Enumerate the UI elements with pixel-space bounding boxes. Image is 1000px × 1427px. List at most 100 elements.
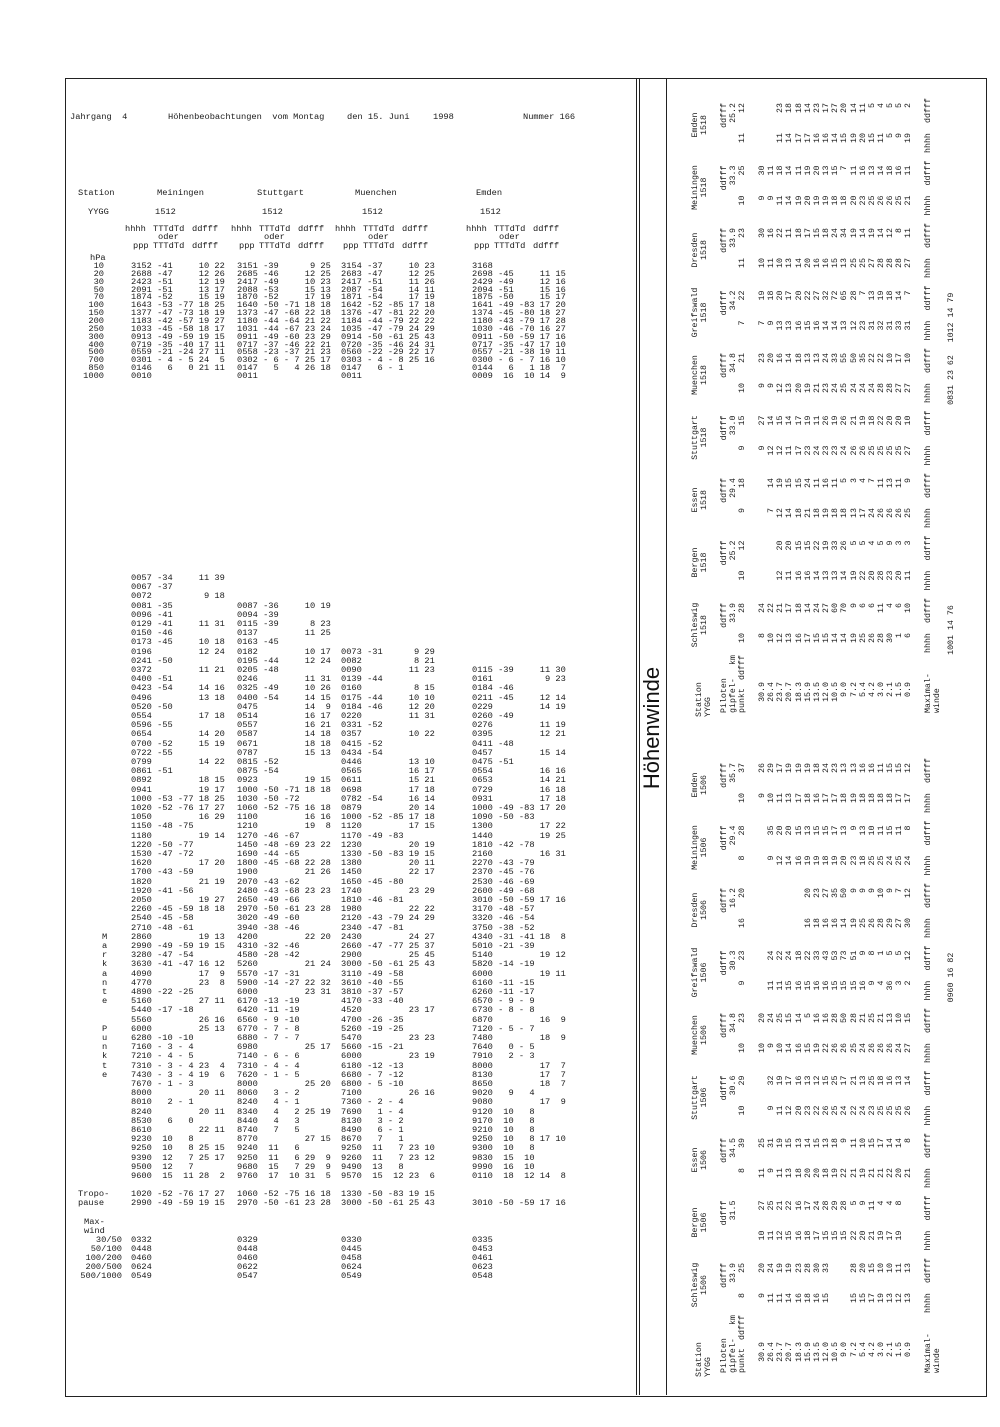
pressure-level: 70 [93,292,104,303]
significant-point: 6880 - 7 - 7 [237,1033,300,1043]
significant-point: 1180 19 14 [131,830,225,841]
significant-point: 8060 3 - 2 [237,1088,300,1099]
significant-point: 0787 15 13 [237,747,331,758]
significant-point: 2480 -43 -68 23 23 [237,885,331,896]
maxwind-value: 0335 [472,1235,493,1245]
wind-hhhh: 27 [904,258,914,268]
significant-point: 1220 -50 -77 [131,839,194,850]
issue-number: Nummer 166 [523,112,576,122]
maxwind-value: 0332 [131,1235,152,1245]
significant-point: 9250 10 8 17 10 [472,1134,566,1145]
maxwind-value: 0548 [472,1271,493,1281]
level-data: 1373 -47 -68 22 18 [237,308,331,319]
significant-point: 1060 -52 -75 16 18 [237,803,331,813]
significant-point: 7140 - 6 - 6 [237,1051,300,1062]
wind-hhhh: 27 [904,383,914,393]
significant-point: 0115 -39 11 30 [472,665,566,675]
maxwind-value: 0448 [237,1244,258,1254]
significant-point: 0325 -49 10 26 [237,683,331,694]
maxwind-value: 0549 [341,1271,362,1281]
significant-point: 6260 -11 -17 [472,987,535,997]
pressure-level: 850 [88,363,104,374]
markante-punkte-letter: n [102,1042,108,1053]
summit-height-hhhh: 8 [738,1168,747,1173]
maxwind-label: Max- [84,1217,105,1227]
wind-ddfff: 11 [904,165,914,176]
significant-point: 0415 -52 [341,738,383,749]
significant-point: 2660 -47 -77 25 37 [341,941,435,951]
significant-point: 1230 20 19 [341,839,435,850]
summit-height-hhhh: 8 [738,1293,747,1298]
significant-point: 5820 -14 -19 [472,959,535,970]
maxwind-layer: 50/100 [90,1244,122,1254]
significant-point: 3170 -48 -57 [472,904,535,915]
significant-point: 9240 11 6 [237,1143,300,1154]
column-header-ddfff: ddfff [533,241,560,251]
tropopause-label: pause [78,1198,105,1208]
level-data: 0146 6 0 21 11 [131,363,225,374]
pressure-level: 100 [88,300,104,311]
station-yygg: 1512 [155,207,176,217]
level-data: 1376 -47 -81 22 20 [341,308,435,319]
footer-hhhh: hhhh [924,383,933,403]
significant-point: 5470 23 23 [341,1033,435,1043]
divider [639,78,640,1395]
station-name: Stuttgart [257,188,304,198]
punkt-label: punkt [738,1348,747,1373]
station-yygg: 1512 [362,207,383,217]
significant-point: 1000 -53 -77 18 25 [131,793,225,804]
wind-ddfff: 13 [904,1263,914,1273]
footer-ddfff: ddfff [924,98,933,123]
wind-hhhh: 2 [904,980,914,986]
maxwind-value: 0623 [472,1262,493,1272]
summit-wind-ddfff: 29 [738,1075,747,1086]
footer-ddfff: ddfff [924,285,933,311]
significant-point: 0096 -41 [131,609,173,620]
significant-point: 0241 -50 [131,655,173,666]
significant-point: 7120 - 5 - 7 [472,1023,535,1034]
markante-punkte-letter: k [102,1051,108,1062]
wind-hhhh: 27 [904,445,914,456]
column-header-oder: oder [368,232,389,242]
level-data: 0911 -49 -60 23 29 [237,331,331,342]
significant-point: 6680 - 7 -12 [341,1069,404,1080]
column-header-tttdtd: TTTdTd [153,224,185,234]
level-data: 2091 -51 13 17 [131,284,225,295]
significant-point: 0496 13 18 [131,692,225,703]
significant-point: 0115 -39 8 23 [237,619,331,629]
markante-punkte-letter: t [102,987,108,997]
significant-point: 0923 19 15 [237,775,331,786]
significant-point: 5440 -17 -18 [131,1005,194,1016]
significant-point: 2120 -43 -79 24 29 [341,913,435,924]
significant-point: 3000 -50 -61 25 43 [341,959,435,970]
wind-ddfff: 33 [822,1263,832,1273]
level-data: 1183 -42 -57 19 27 [131,316,225,327]
significant-point: 0195 -44 12 24 [237,655,331,666]
significant-point: 9120 10 8 [472,1106,535,1117]
level-data: 1031 -44 -67 23 24 [237,323,331,334]
wind-hhhh: 15 [822,1293,832,1303]
date: den 15. Juni [347,112,410,122]
wind-hhhh: 19 [904,133,914,143]
wind-ddfff: 8 [895,1200,905,1206]
significant-point: 8130 17 7 [472,1069,566,1080]
significant-point: 0129 -41 11 31 [131,619,225,629]
significant-point: 3750 -38 -52 [472,922,535,933]
significant-point: 3810 -37 -57 [341,987,404,997]
significant-point: 1690 -44 -65 [237,849,300,859]
significant-point: 0173 -45 10 18 [131,637,225,648]
significant-point: 8130 3 - 2 [341,1115,404,1126]
significant-point: 2070 -43 -62 [237,876,300,887]
level-data: 1642 -52 -85 17 18 [341,300,435,311]
wind-hhhh: 6 [904,633,914,638]
maxwind-value: 0549 [131,1271,152,1281]
significant-point: 0081 -35 [131,600,173,611]
column-header-oder: oder [264,232,285,242]
level-data: 0300 - 6 - 7 16 10 [472,355,566,366]
significant-point: 6280 -10 -10 [131,1033,194,1043]
level-data: 1643 -53 -77 18 25 [131,300,225,311]
footer-hhhh: hhhh [924,1168,933,1188]
pressure-level: 200 [88,316,104,327]
significant-point: 3010 -50 -59 17 16 [472,895,566,905]
significant-point: 0611 15 21 [341,775,435,786]
